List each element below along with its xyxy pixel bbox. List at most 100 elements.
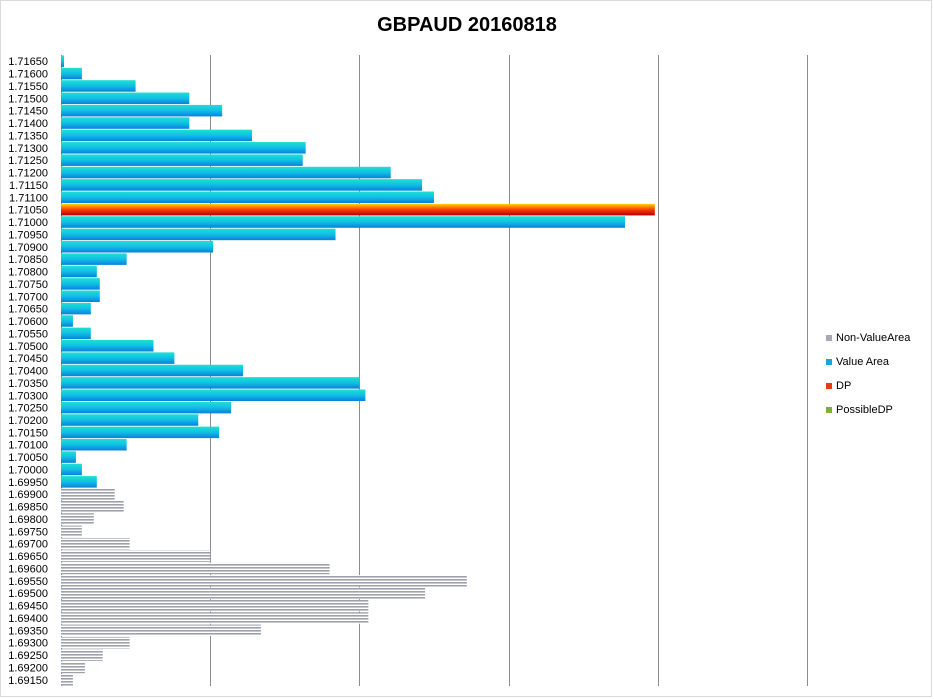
y-tick-label: 1.70800: [8, 267, 48, 279]
y-tick-label: 1.69300: [8, 638, 48, 650]
bar-1.71550: [61, 80, 136, 92]
y-tick-label: 1.69950: [8, 477, 48, 489]
bar-1.70600: [61, 315, 73, 327]
bar-1.70050: [61, 451, 76, 463]
legend-label: Value Area: [836, 356, 890, 368]
bar-1.70200: [61, 414, 199, 426]
bar-1.71600: [61, 67, 82, 80]
bar-1.70150: [61, 426, 220, 439]
y-tick-label: 1.69650: [8, 551, 48, 563]
bar-1.69150: [61, 674, 73, 686]
y-tick-label: 1.69200: [8, 662, 48, 674]
bar-1.69950: [61, 476, 97, 488]
y-tick-label: 1.71550: [8, 81, 48, 93]
y-tick-label: 1.70350: [8, 378, 48, 390]
y-tick-label: 1.70000: [8, 464, 48, 476]
y-tick-label: 1.70100: [8, 440, 48, 452]
y-tick-label: 1.69550: [8, 576, 48, 588]
y-tick-label: 1.71600: [8, 69, 48, 81]
bar-1.71100: [61, 191, 434, 204]
bar-1.69350: [61, 624, 261, 637]
y-tick-label: 1.70050: [8, 452, 48, 464]
bar-1.70550: [61, 327, 91, 340]
bar-1.69500: [61, 587, 426, 599]
legend-swatch: [826, 407, 832, 413]
y-tick-label: 1.70500: [8, 341, 48, 353]
bar-1.71450: [61, 104, 223, 117]
y-tick-label: 1.71000: [8, 217, 48, 229]
y-tick-label: 1.69900: [8, 489, 48, 501]
y-tick-label: 1.69350: [8, 625, 48, 637]
y-tick-label: 1.71400: [8, 118, 48, 130]
bar-1.69450: [61, 599, 369, 612]
bar-1.70950: [61, 228, 336, 241]
bar-1.71200: [61, 166, 391, 179]
bar-1.71150: [61, 179, 423, 191]
bar-1.69650: [61, 550, 211, 562]
legend-label: DP: [836, 380, 852, 392]
y-tick-label: 1.69400: [8, 613, 48, 625]
y-tick-label: 1.71250: [8, 155, 48, 167]
y-tick-label: 1.70850: [8, 254, 48, 266]
y-tick-label: 1.70450: [8, 353, 48, 365]
legend-swatch: [826, 335, 832, 341]
bar-1.71250: [61, 154, 303, 166]
bar-1.69550: [61, 575, 467, 587]
y-tick-label: 1.69600: [8, 563, 48, 575]
bar-1.69850: [61, 500, 124, 513]
y-tick-label: 1.69750: [8, 526, 48, 538]
chart-legend: Non-ValueArea Value Area DP PossibleDP: [826, 326, 931, 422]
legend-item: PossibleDP: [826, 398, 931, 422]
bar-1.69300: [61, 636, 130, 649]
y-tick-label: 1.69700: [8, 539, 48, 551]
bar-1.70350: [61, 377, 360, 389]
y-tick-label: 1.69450: [8, 601, 48, 613]
y-tick-label: 1.70750: [8, 279, 48, 291]
y-tick-label: 1.71300: [8, 143, 48, 155]
y-tick-label: 1.70400: [8, 366, 48, 378]
y-tick-label: 1.71200: [8, 168, 48, 180]
bar-1.71400: [61, 117, 190, 129]
y-tick-label: 1.70300: [8, 390, 48, 402]
bar-1.69900: [61, 488, 115, 500]
bar-1.70850: [61, 253, 127, 265]
bar-1.70450: [61, 352, 175, 364]
chart-title: GBPAUD 20160818: [377, 14, 557, 36]
bar-1.70650: [61, 302, 91, 315]
y-tick-label: 1.69850: [8, 502, 48, 514]
legend-item: Non-ValueArea: [826, 326, 931, 350]
bar-1.70700: [61, 290, 100, 303]
bar-1.69250: [61, 649, 103, 661]
y-tick-label: 1.71050: [8, 205, 48, 217]
legend-item: DP: [826, 374, 931, 398]
bar-1.70900: [61, 241, 214, 253]
bar-1.71050: [61, 203, 655, 216]
bar-1.70750: [61, 278, 100, 290]
y-tick-label: 1.71650: [8, 56, 48, 68]
legend-label: PossibleDP: [836, 404, 893, 416]
bar-1.69700: [61, 537, 130, 550]
bar-1.69800: [61, 513, 94, 525]
y-tick-label: 1.69250: [8, 650, 48, 662]
y-tick-label: 1.71350: [8, 130, 48, 142]
y-tick-label: 1.70900: [8, 242, 48, 254]
bar-1.70800: [61, 265, 97, 278]
bar-1.71350: [61, 129, 252, 142]
y-tick-label: 1.69800: [8, 514, 48, 526]
y-tick-label: 1.70600: [8, 316, 48, 328]
bar-1.69200: [61, 661, 85, 674]
y-tick-label: 1.70200: [8, 415, 48, 427]
bar-1.71300: [61, 142, 306, 154]
legend-swatch: [826, 359, 832, 365]
legend-label: Non-ValueArea: [836, 332, 911, 344]
legend-swatch: [826, 383, 832, 389]
bar-1.69400: [61, 612, 369, 624]
y-tick-label: 1.70550: [8, 328, 48, 340]
bar-1.71000: [61, 216, 625, 228]
bar-1.70250: [61, 401, 232, 414]
bar-1.70100: [61, 438, 127, 451]
y-tick-label: 1.70700: [8, 291, 48, 303]
legend-item: Value Area: [826, 350, 931, 374]
y-tick-label: 1.71100: [9, 192, 48, 204]
